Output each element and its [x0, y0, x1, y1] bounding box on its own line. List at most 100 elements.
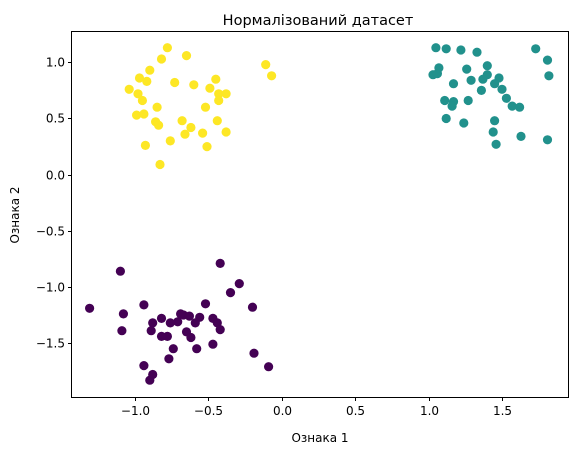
data-point [132, 110, 142, 120]
data-point [214, 89, 224, 99]
data-point [515, 102, 525, 112]
data-point [542, 55, 553, 65]
data-point [264, 362, 274, 372]
x-axis-ticks: −1.0 −0.5 0.0 0.5 1.0 1.5 [121, 397, 512, 418]
y-tick-label: −1.5 [36, 337, 65, 351]
data-point [431, 43, 441, 53]
data-point [124, 84, 134, 94]
data-point [531, 44, 541, 54]
data-point [142, 76, 152, 86]
data-point [170, 77, 180, 88]
data-point [168, 344, 178, 354]
y-axis-label: Ознака 2 [8, 186, 22, 243]
data-point [482, 61, 492, 71]
data-point [214, 95, 224, 106]
chart-title: Нормалізований датасет [223, 13, 414, 29]
data-point [267, 71, 277, 81]
data-point [200, 299, 211, 309]
data-point [139, 109, 149, 119]
data-point [205, 83, 215, 93]
data-point [221, 89, 231, 99]
x-axis-label: Ознака 1 [291, 431, 348, 445]
data-point [440, 95, 450, 106]
data-point [462, 64, 472, 74]
data-point [137, 95, 147, 106]
data-point [117, 326, 127, 336]
data-point [165, 136, 175, 146]
data-point [501, 93, 511, 103]
data-point [156, 313, 167, 323]
x-tick-label: −1.0 [121, 404, 150, 418]
data-point [542, 135, 553, 145]
data-point [202, 142, 212, 152]
data-point [441, 113, 451, 124]
data-point [225, 288, 236, 298]
data-point [176, 309, 186, 319]
data-point [466, 75, 476, 85]
data-point [145, 375, 155, 385]
y-tick-label: −1.0 [36, 281, 65, 295]
data-point [181, 51, 192, 61]
data-point [215, 325, 225, 335]
data-point [133, 89, 143, 99]
data-point [156, 331, 167, 341]
data-point [215, 258, 225, 268]
data-point [497, 84, 507, 94]
data-point [447, 101, 457, 111]
data-point [478, 74, 488, 84]
data-point [145, 65, 155, 75]
data-point [180, 129, 190, 139]
data-point [186, 122, 196, 133]
data-point [434, 63, 444, 73]
data-point [115, 266, 125, 276]
data-point [249, 348, 259, 358]
data-point [472, 47, 482, 57]
y-tick-label: 1.0 [46, 56, 65, 70]
x-tick-label: 0.5 [346, 404, 365, 418]
x-tick-label: −0.5 [194, 404, 223, 418]
data-point [162, 43, 172, 53]
data-point [190, 318, 200, 328]
data-point [441, 44, 451, 54]
data-point [200, 102, 211, 112]
data-point [490, 116, 500, 126]
data-point [456, 45, 466, 55]
y-tick-label: 0.0 [46, 169, 65, 183]
data-point [211, 74, 221, 84]
data-point [208, 339, 218, 349]
data-point [247, 302, 258, 312]
data-point [261, 60, 271, 70]
data-point [459, 118, 469, 128]
data-point [134, 73, 145, 83]
data-point [516, 131, 526, 141]
x-tick-label: 1.5 [493, 404, 512, 418]
data-point [491, 139, 501, 149]
data-point [212, 116, 222, 126]
data-point [507, 101, 517, 111]
data-point [476, 85, 486, 95]
plot-frame [71, 31, 569, 398]
data-point [448, 79, 459, 89]
data-point [156, 54, 167, 64]
data-point [192, 344, 202, 354]
data-point [234, 279, 244, 289]
data-point [189, 80, 199, 90]
data-points [85, 43, 554, 385]
data-point [198, 128, 208, 138]
data-point [544, 71, 554, 81]
data-point [177, 116, 187, 126]
data-point [152, 102, 162, 112]
y-axis-ticks: 1.0 0.5 0.0 −0.5 −1.0 −1.5 [36, 56, 72, 351]
data-point [490, 79, 500, 89]
data-point [154, 120, 164, 130]
data-point [118, 309, 128, 319]
x-tick-label: 1.0 [420, 404, 439, 418]
data-point [173, 317, 183, 327]
data-point [146, 326, 156, 336]
data-point [463, 95, 473, 106]
data-point [186, 332, 196, 343]
data-point [85, 303, 95, 313]
data-point [140, 140, 150, 150]
data-point [139, 361, 149, 371]
data-point [164, 354, 174, 364]
